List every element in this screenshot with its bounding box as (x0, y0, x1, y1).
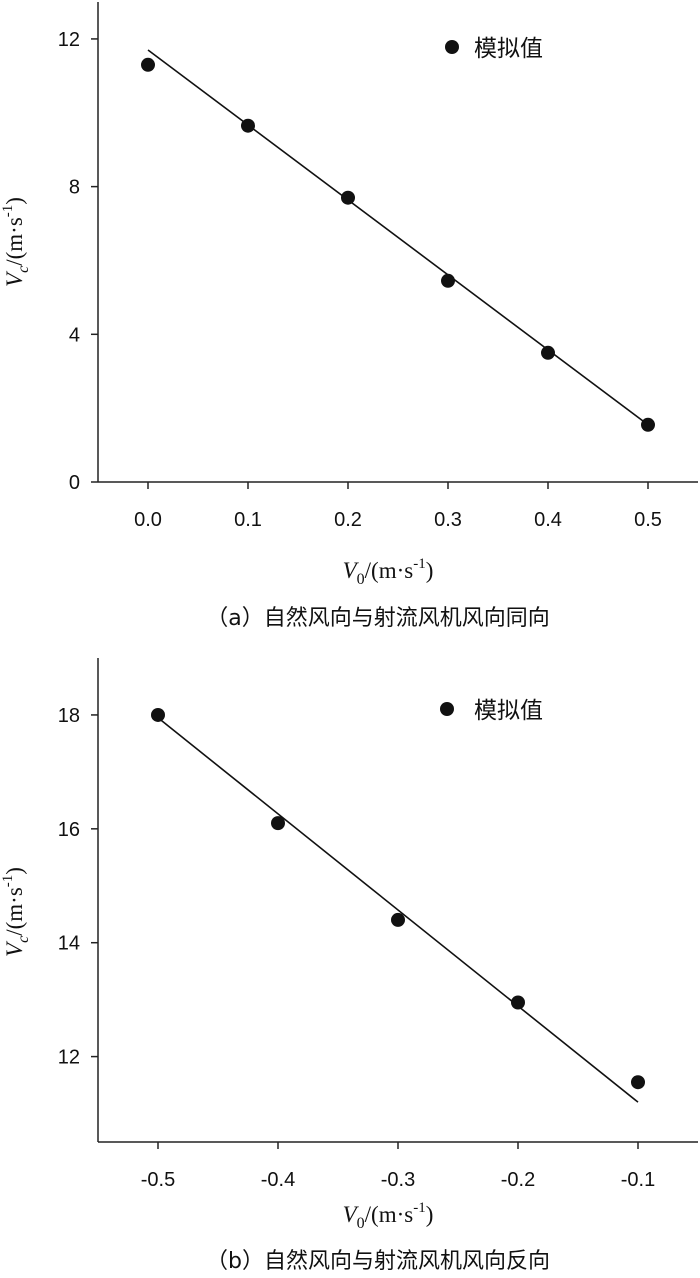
y-tick-label: 12 (58, 1047, 80, 1069)
x-tick-label: 0.2 (334, 509, 362, 531)
y-axis-title-sub: c (15, 266, 32, 273)
legend-label: 模拟值 (474, 698, 543, 724)
x-axis-title-sup: -1 (413, 556, 426, 572)
x-axis-title-unit: /(m·s (365, 1202, 414, 1227)
data-point (341, 190, 355, 205)
x-tick-label: -0.5 (141, 1169, 175, 1191)
data-point (151, 707, 165, 722)
y-axis-title-var: V (2, 270, 27, 287)
x-tick-label: 0.3 (434, 509, 462, 531)
x-axis-title-var: V (343, 558, 360, 583)
x-tick-label: -0.3 (381, 1169, 415, 1191)
y-tick-label: 12 (58, 29, 80, 51)
legend-marker (440, 702, 454, 716)
y-tick-label: 16 (58, 819, 80, 841)
y-tick-label: 0 (69, 472, 80, 494)
x-axis-title-sub: 0 (357, 571, 365, 588)
x-axis-title-close: ) (426, 1202, 434, 1227)
x-tick-label: -0.4 (261, 1169, 295, 1191)
x-tick-label: -0.1 (621, 1169, 655, 1191)
data-point (511, 995, 525, 1010)
y-axis-title-sub: c (15, 936, 32, 943)
x-tick-label: 0.1 (234, 509, 262, 531)
y-axis-title: Vc/(m·s-1) (0, 197, 32, 287)
fit-line (147, 49, 649, 426)
legend-marker (445, 40, 459, 54)
data-point (271, 816, 285, 831)
y-tick-label: 18 (58, 705, 80, 727)
data-point (241, 118, 255, 133)
figure-caption: （a）自然风向与射流风机风向同向 (206, 606, 549, 631)
x-axis-title-close: ) (426, 558, 434, 583)
legend-label: 模拟值 (474, 36, 543, 62)
figure-caption: （b）自然风向与射流风机风向反向 (206, 1249, 550, 1274)
fit-line (157, 717, 639, 1103)
data-point (141, 57, 155, 72)
x-axis-title-sup: -1 (413, 1200, 426, 1216)
x-tick-label: 0.5 (634, 509, 662, 531)
y-axis-title-var: V (2, 940, 27, 957)
data-point (631, 1075, 645, 1090)
data-point (391, 912, 405, 927)
y-axis-title-close: ) (2, 197, 27, 205)
x-tick-label: -0.2 (501, 1169, 535, 1191)
x-tick-label: 0.4 (534, 509, 562, 531)
y-tick-label: 14 (58, 933, 80, 955)
y-tick-label: 4 (69, 324, 80, 346)
y-axis-title-close: ) (2, 867, 27, 875)
y-tick-label: 8 (69, 177, 80, 199)
x-axis-title-unit: /(m·s (365, 558, 414, 583)
data-point (441, 273, 455, 288)
x-axis-title-var: V (343, 1202, 360, 1227)
y-axis-title-sup: -1 (0, 205, 16, 218)
y-axis-title-sup: -1 (0, 875, 16, 888)
data-point (541, 345, 555, 360)
y-axis-title: Vc/(m·s-1) (0, 867, 32, 957)
y-axis-title-unit: /(m·s (2, 887, 27, 936)
x-tick-label: 0.0 (134, 509, 162, 531)
x-axis-title: V0/(m·s-1) (343, 556, 434, 588)
x-axis-title: V0/(m·s-1) (343, 1200, 434, 1232)
x-axis-title-sub: 0 (357, 1215, 365, 1232)
data-point (641, 417, 655, 432)
y-axis-title-unit: /(m·s (2, 217, 27, 266)
